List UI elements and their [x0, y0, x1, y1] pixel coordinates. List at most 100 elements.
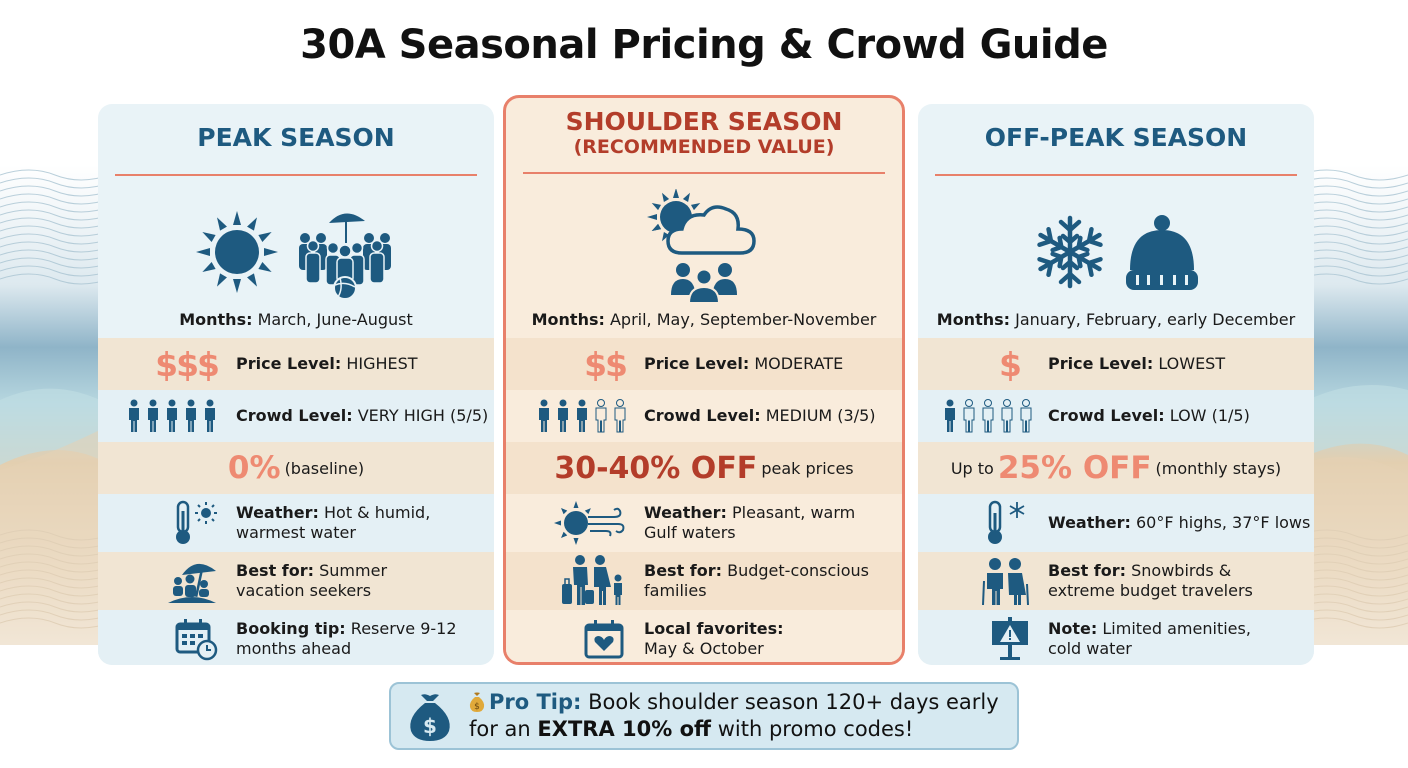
months-label: Months:	[531, 310, 605, 329]
calendar-heart-icon	[584, 620, 624, 659]
pro-tip-label: Pro Tip:	[489, 690, 582, 714]
discount-value: 25% OFF	[997, 450, 1152, 486]
weather-label: Weather:	[644, 503, 727, 522]
months-value: April, May, September-November	[609, 310, 877, 329]
crowd-label: Crowd Level:	[1048, 406, 1165, 425]
price-label: Price Level:	[236, 354, 342, 373]
price-value: HIGHEST	[346, 354, 418, 373]
dollar-icon: $$$	[155, 344, 220, 384]
booking-tip-label: Booking tip:	[236, 619, 346, 638]
price-value: LOWEST	[1158, 354, 1226, 373]
crowd-label: Crowd Level:	[644, 406, 761, 425]
crowd-value: LOW (1/5)	[1169, 406, 1250, 425]
hero-icons	[918, 194, 1314, 309]
weather-label: Weather:	[1048, 513, 1131, 532]
price-level-row: $$ Price Level: MODERATE	[506, 338, 902, 390]
discount-value: 30-40% OFF	[554, 450, 758, 486]
peak-season-card: PEAK SEASON	[98, 104, 494, 665]
months-value: March, June-August	[257, 310, 413, 329]
local-favorites-row: Local favorites: May & October	[506, 610, 902, 662]
season-subtitle: (RECOMMENDED VALUE)	[573, 136, 835, 158]
thermometer-snow-icon	[988, 500, 1025, 544]
pro-tip-emphasis: EXTRA 10% off	[537, 717, 712, 741]
best-for-value: Summer vacation seekers	[236, 561, 388, 600]
price-value: MODERATE	[754, 354, 844, 373]
off-peak-season-card: OFF-PEAK SEASON Months: January, Februar…	[918, 104, 1314, 665]
best-for-label: Best for:	[1048, 561, 1127, 580]
best-for-label: Best for:	[236, 561, 315, 580]
hero-icons	[506, 182, 902, 310]
pro-tip-line2-post: with promo codes!	[717, 717, 914, 741]
discount-note: (baseline)	[284, 458, 365, 478]
divider	[115, 174, 477, 176]
price-level-row: $$$ Price Level: HIGHEST	[98, 338, 494, 390]
hero-icons	[98, 194, 494, 309]
family-luggage-icon	[562, 555, 622, 605]
weather-row: Weather: Pleasant, warm Gulf waters	[506, 494, 902, 552]
svg-text:$: $	[474, 702, 480, 712]
crowd-value: MEDIUM (3/5)	[765, 406, 876, 425]
discount-value: 0%	[227, 450, 281, 486]
pro-tip-line1: Book shoulder season 120+ days early	[588, 690, 999, 714]
season-heading: OFF-PEAK SEASON	[984, 123, 1248, 152]
senior-couple-icon	[982, 558, 1029, 606]
best-for-row: Best for: Budget-conscious families	[506, 552, 902, 610]
crowd-people-icon	[539, 399, 626, 433]
divider	[935, 174, 1297, 176]
pro-tip-line2-pre: for an	[469, 717, 531, 741]
months-label: Months:	[179, 310, 253, 329]
warning-sign-icon	[992, 617, 1028, 660]
weather-label: Weather:	[236, 503, 319, 522]
weather-row: Weather: Hot & humid, warmest water	[98, 494, 494, 552]
months-value: January, February, early December	[1015, 310, 1296, 329]
local-favorites-label: Local favorites:	[644, 619, 784, 638]
best-for-row: Best for: Snowbirds & extreme budget tra…	[918, 552, 1314, 610]
divider	[523, 172, 885, 174]
thermometer-sun-icon	[176, 500, 217, 544]
booking-tip-value: Reserve 9-12 months ahead	[236, 619, 457, 658]
snowflake-icon	[1037, 215, 1103, 288]
note-label: Note:	[1048, 619, 1098, 638]
svg-text:$: $	[423, 714, 437, 738]
sun-cloud-icon	[647, 189, 756, 255]
dollar-icon: $	[999, 344, 1022, 384]
beach-umbrella-family-icon	[168, 563, 216, 603]
crowd-level-row: Crowd Level: LOW (1/5)	[918, 390, 1314, 442]
discount-note: peak prices	[761, 458, 854, 478]
weather-value: Pleasant, warm Gulf waters	[644, 503, 856, 542]
season-heading: SHOULDER SEASON (RECOMMENDED VALUE)	[506, 98, 902, 162]
months-line: Months: January, February, early Decembe…	[918, 310, 1314, 329]
season-heading: PEAK SEASON	[197, 123, 395, 152]
wave-background-left	[0, 165, 110, 645]
discount-note: (monthly stays)	[1155, 458, 1282, 478]
months-line: Months: March, June-August	[98, 310, 494, 329]
sun-icon	[196, 210, 278, 293]
best-for-value: Budget-conscious families	[644, 561, 870, 600]
price-label: Price Level:	[644, 354, 750, 373]
discount-row: 0% (baseline)	[98, 442, 494, 494]
booking-tip-row: Booking tip: Reserve 9-12 months ahead	[98, 610, 494, 665]
crowd-value: VERY HIGH (5/5)	[357, 406, 489, 425]
best-for-row: Best for: Summer vacation seekers	[98, 552, 494, 610]
wave-background-right	[1298, 165, 1408, 645]
crowd-level-row: Crowd Level: MEDIUM (3/5)	[506, 390, 902, 442]
shoulder-season-card: SHOULDER SEASON (RECOMMENDED VALUE) Mont…	[503, 95, 905, 665]
crowd-label: Crowd Level:	[236, 406, 353, 425]
beanie-icon	[1126, 214, 1198, 290]
beach-crowd-icon	[299, 212, 391, 300]
money-bag-emoji-icon: $	[469, 692, 485, 712]
months-label: Months:	[936, 310, 1011, 329]
discount-prefix: Up to	[950, 458, 994, 478]
calendar-clock-icon	[175, 619, 218, 661]
money-bag-icon: $	[410, 694, 450, 741]
group-icon	[671, 263, 737, 303]
dollar-icon: $$	[584, 344, 628, 384]
crowd-people-icon	[129, 399, 215, 432]
note-value: Limited amenities, cold water	[1048, 619, 1251, 658]
crowd-level-row: Crowd Level: VERY HIGH (5/5)	[98, 390, 494, 442]
crowd-people-icon	[945, 399, 1032, 433]
pro-tip-banner: $ $ Pro Tip: Book shoulder season 120+ d…	[389, 682, 1019, 750]
discount-row: 30-40% OFF peak prices	[506, 442, 902, 494]
season-title: SHOULDER SEASON	[565, 107, 843, 136]
sun-wind-icon	[554, 501, 625, 545]
